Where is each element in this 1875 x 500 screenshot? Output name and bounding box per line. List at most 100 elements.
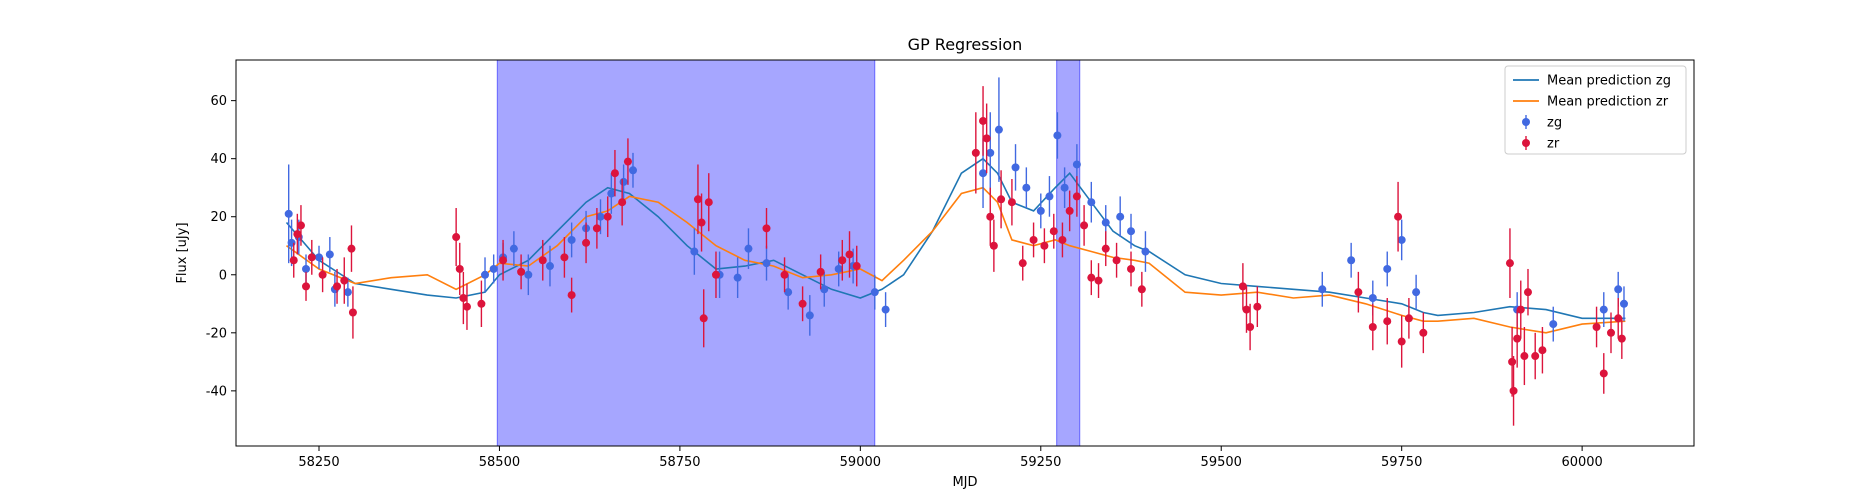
data-point-zg (1127, 227, 1136, 236)
legend-marker-zr (1522, 139, 1530, 147)
data-point-zr (780, 270, 789, 279)
data-point-zr (1404, 314, 1413, 323)
data-point-zr (610, 169, 619, 178)
legend-box (1504, 65, 1687, 155)
data-point-zg (1318, 285, 1327, 294)
legend: Mean prediction zg Mean prediction zr zg zr (1504, 65, 1687, 155)
legend-label: Mean prediction zr (1547, 95, 1669, 110)
data-point-zr (1394, 212, 1403, 221)
data-point-zr (1614, 314, 1623, 323)
data-point-zr (302, 282, 311, 291)
data-point-zr (1137, 285, 1146, 294)
x-tick-label: 59750 (1381, 455, 1422, 470)
data-point-zr (1072, 192, 1081, 201)
data-point-zr (1007, 198, 1016, 207)
x-tick-label: 58750 (659, 455, 700, 470)
data-point-zr (1049, 227, 1058, 236)
data-point-zg (302, 264, 311, 273)
data-point-zg (1383, 264, 1392, 273)
data-point-zr (517, 267, 526, 276)
data-point-zg (744, 244, 753, 253)
data-point-zr (318, 270, 327, 279)
data-point-zr (560, 253, 569, 262)
data-point-zr (1238, 282, 1247, 291)
data-point-zr (762, 224, 771, 233)
data-point-zg (1045, 192, 1054, 201)
data-point-zr (348, 308, 357, 317)
data-point-zr (1592, 323, 1601, 332)
data-point-zr (852, 262, 861, 271)
data-point-zr (567, 291, 576, 300)
data-point-zg (1087, 198, 1096, 207)
line-mean-prediction-zr (286, 186, 1626, 334)
data-point-zr (1531, 352, 1540, 361)
data-point-zr (1354, 288, 1363, 297)
data-point-zr (1018, 259, 1027, 268)
data-point-zg (509, 244, 518, 253)
x-tick-label: 59500 (1201, 455, 1242, 470)
data-point-zr (982, 134, 991, 143)
data-point-zr (538, 256, 547, 265)
data-point-zr (1242, 305, 1251, 314)
data-point-zg (1072, 160, 1081, 169)
data-point-zr (340, 276, 349, 285)
data-point-zr (1505, 259, 1514, 268)
data-point-zr (986, 212, 995, 221)
data-point-zg (881, 305, 890, 314)
data-point-zg (1368, 293, 1377, 302)
data-point-zr (693, 195, 702, 204)
data-point-zr (296, 221, 305, 230)
data-point-zr (1520, 352, 1529, 361)
data-point-zr (1509, 386, 1518, 395)
data-point-zg (325, 250, 334, 259)
data-point-zr (1419, 328, 1428, 337)
data-point-zg (628, 166, 637, 175)
data-point-zr (1080, 221, 1089, 230)
data-point-zg (1619, 299, 1628, 308)
data-point-zr (711, 270, 720, 279)
chart-title: GP Regression (908, 35, 1023, 54)
data-point-zr (499, 256, 508, 265)
shaded-regions (496, 59, 1081, 447)
plot-frame (235, 59, 1695, 447)
data-point-zg (489, 264, 498, 273)
line-mean-prediction-zg (285, 157, 1626, 320)
data-point-zg (1397, 235, 1406, 244)
data-point-zg (820, 285, 829, 294)
data-point-zg (1053, 131, 1062, 140)
data-point-zg (870, 288, 879, 297)
data-point-zr (989, 241, 998, 250)
data-point-zg (1549, 320, 1558, 329)
y-tick-label: -40 (206, 384, 227, 399)
data-point-zr (307, 253, 316, 262)
data-point-zr (1065, 206, 1074, 215)
data-point-zr (704, 198, 713, 207)
data-point-zr (1516, 305, 1525, 314)
data-point-zr (1397, 337, 1406, 346)
data-point-zr (603, 212, 612, 221)
data-point-zr (1508, 357, 1517, 366)
data-point-zr (477, 299, 486, 308)
data-point-zr (1127, 264, 1136, 273)
data-point-zg (1347, 256, 1356, 265)
data-point-zr (1112, 256, 1121, 265)
data-point-zg (986, 148, 995, 157)
data-point-zg (1116, 212, 1125, 221)
shaded-region-2 (1056, 59, 1081, 447)
data-point-zr (816, 267, 825, 276)
y-axis-label: Flux [uJy] (175, 222, 190, 283)
data-point-zg (284, 209, 293, 218)
data-point-zr (1513, 334, 1522, 343)
data-point-zr (1253, 302, 1262, 311)
data-point-zr (697, 218, 706, 227)
data-point-zg (1412, 288, 1421, 297)
data-point-zr (1087, 273, 1096, 282)
prediction-lines (285, 157, 1626, 334)
data-point-zr (592, 224, 601, 233)
data-point-zr (838, 256, 847, 265)
data-point-zg (805, 311, 814, 320)
data-point-zr (459, 293, 468, 302)
data-point-zg (1614, 285, 1623, 294)
data-point-zr (699, 314, 708, 323)
